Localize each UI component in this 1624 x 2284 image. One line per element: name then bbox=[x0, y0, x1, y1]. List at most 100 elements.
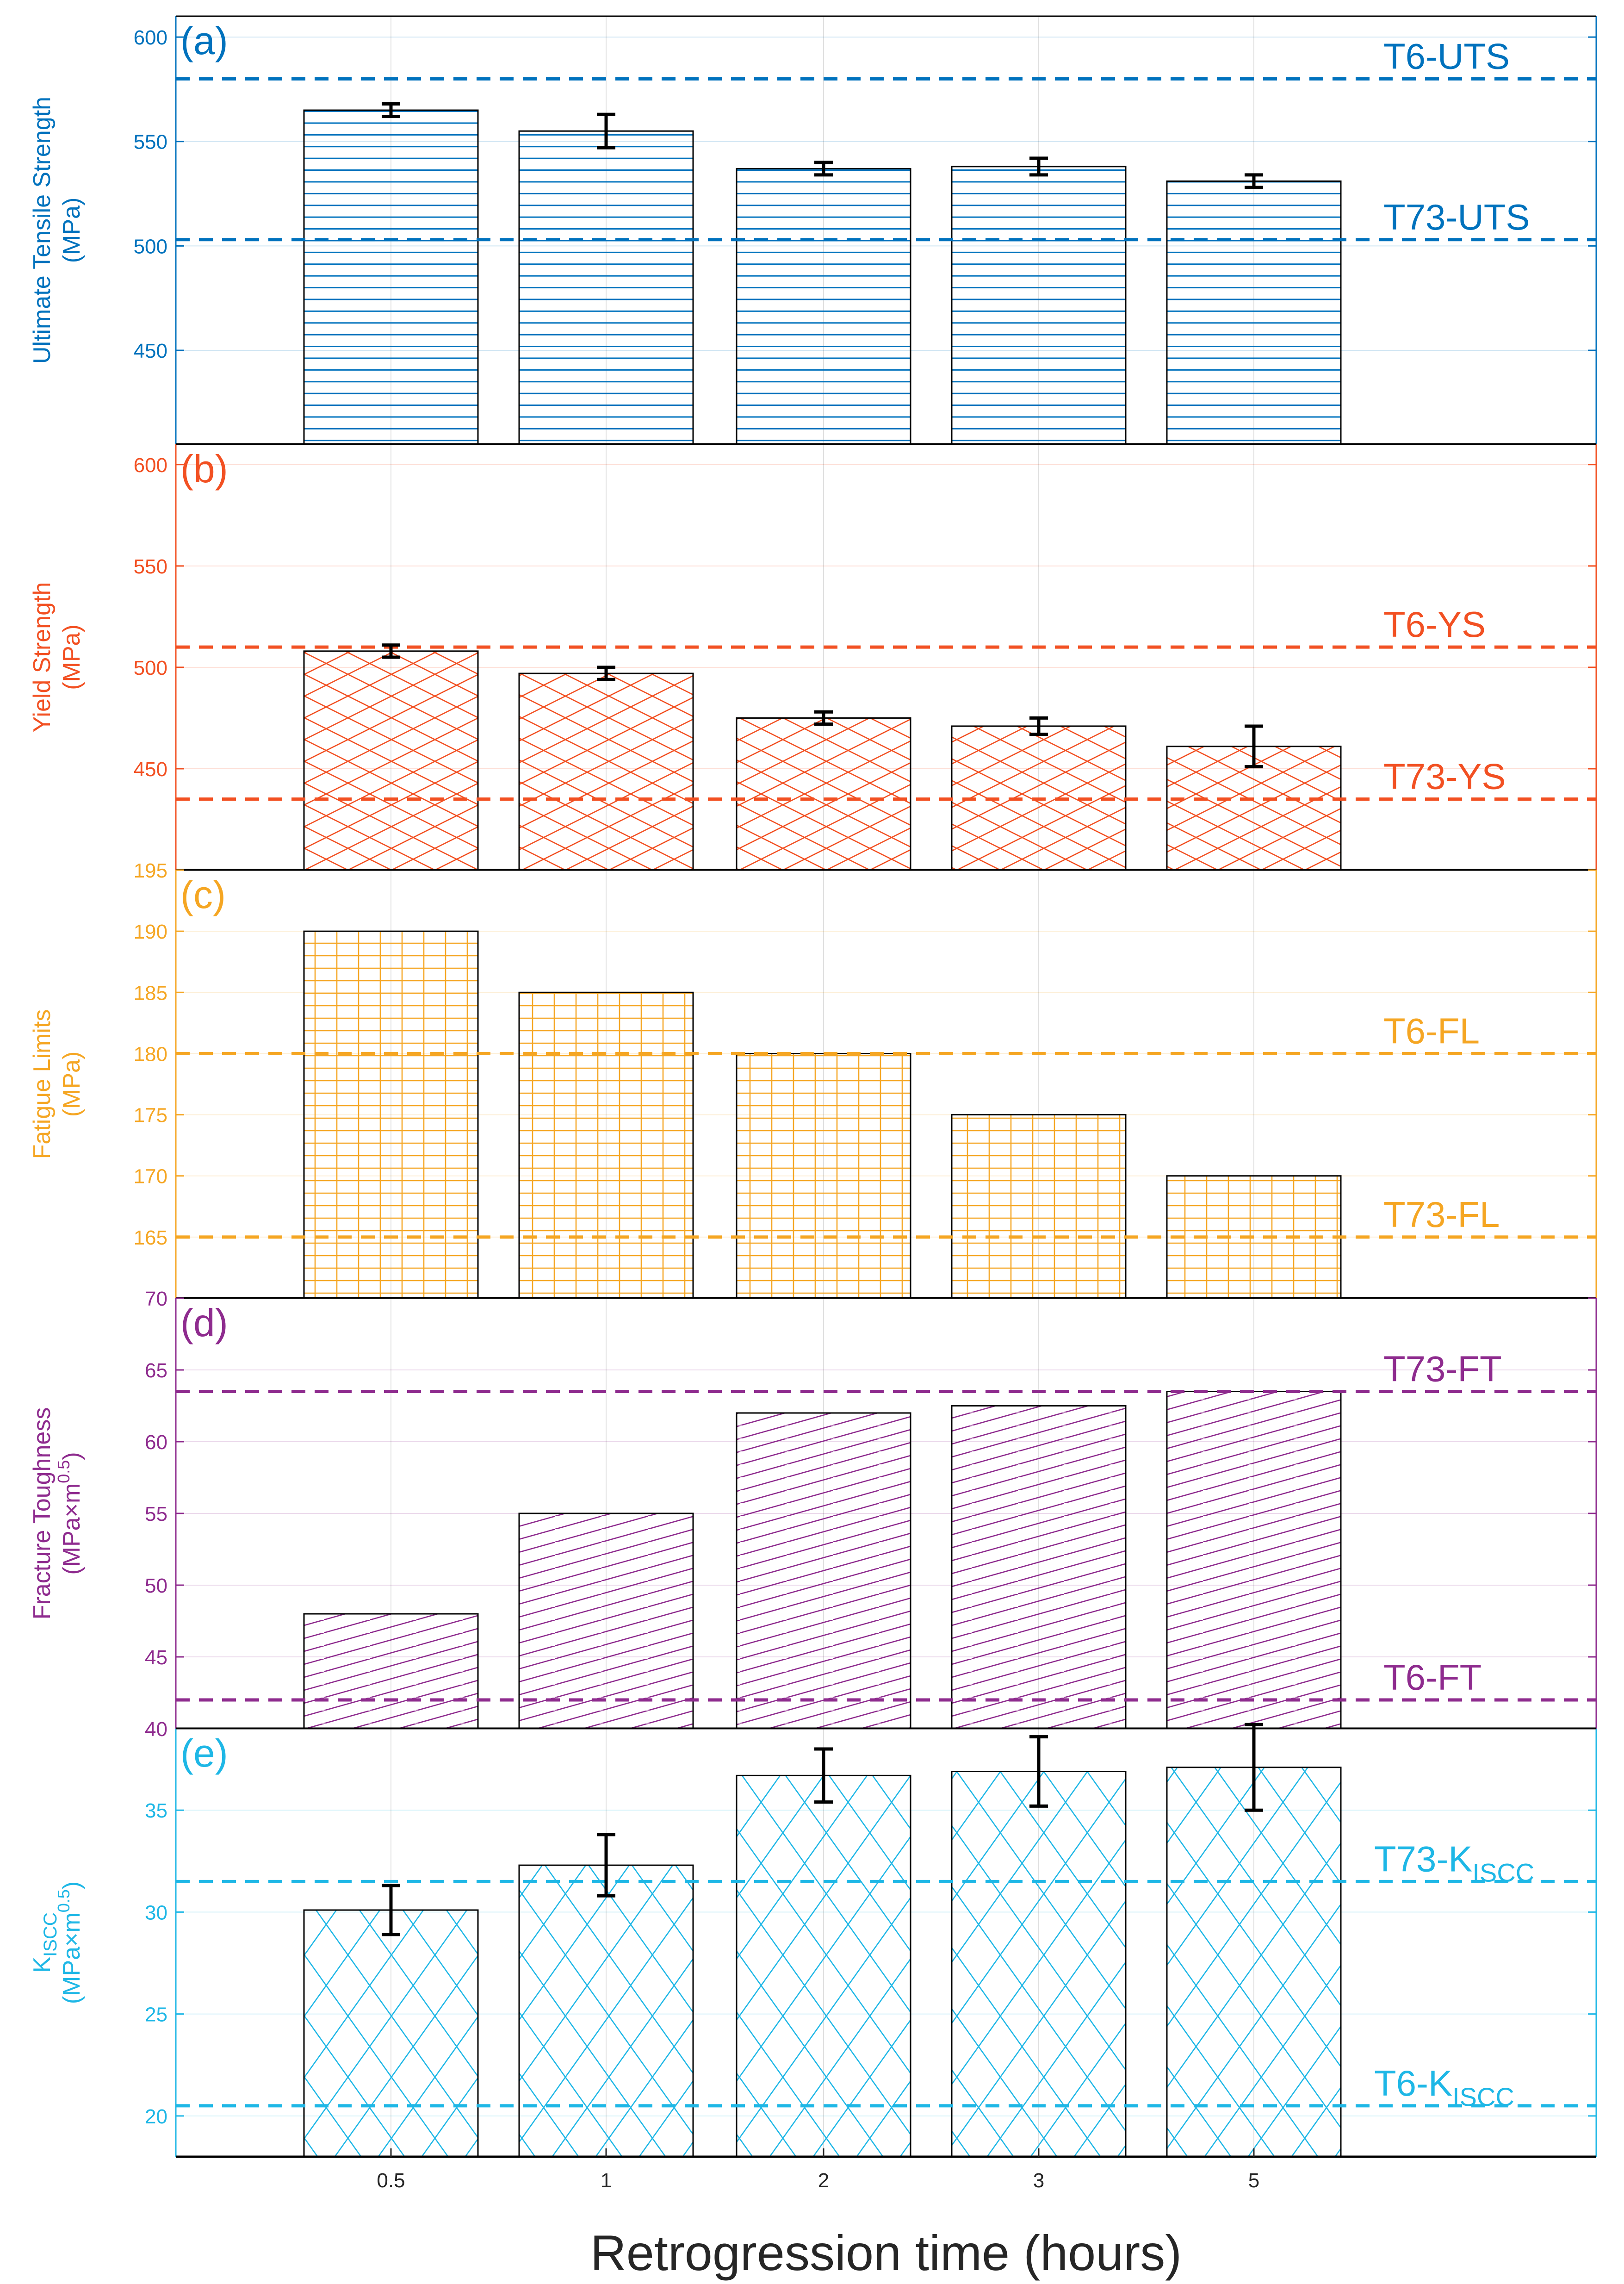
bar-0.5 bbox=[303, 650, 479, 871]
x-tick-label: 3 bbox=[1033, 2169, 1044, 2192]
bar-5 bbox=[1166, 1391, 1342, 1730]
error-bar-1 bbox=[597, 666, 615, 681]
bar-5 bbox=[1166, 1767, 1342, 2158]
error-bar-5 bbox=[1245, 724, 1263, 769]
y-tick-label: 165 bbox=[134, 1226, 167, 1249]
y-tick-label: 70 bbox=[145, 1288, 167, 1310]
panel-label: (c) bbox=[180, 873, 226, 916]
y-tick-label: 195 bbox=[134, 859, 167, 882]
y-axis-label-line1: Yield Strength bbox=[29, 582, 56, 733]
error-bar-2 bbox=[814, 710, 833, 726]
ref-label-T6-UTS: T6-UTS bbox=[1383, 36, 1510, 76]
y-tick-label: 50 bbox=[145, 1575, 167, 1597]
bar-1 bbox=[518, 1512, 694, 1730]
error-bar-3 bbox=[1029, 156, 1048, 177]
bar-3 bbox=[951, 1771, 1127, 2158]
y-axis-label-line2: (MPa×m0.5) bbox=[54, 1881, 85, 2004]
x-tick-label: 0.5 bbox=[377, 2169, 405, 2192]
error-bar-3 bbox=[1029, 1735, 1048, 1808]
y-tick-label: 35 bbox=[145, 1799, 167, 1822]
error-bar-2 bbox=[814, 1747, 833, 1804]
y-axis-label-line2: (MPa) bbox=[58, 624, 85, 690]
bar-0.5 bbox=[303, 1613, 479, 1730]
y-tick-label: 175 bbox=[134, 1104, 167, 1127]
y-tick-label: 450 bbox=[134, 758, 167, 781]
ref-label-T73-FL: T73-FL bbox=[1383, 1194, 1500, 1235]
chart-panels: 450 500 550 600 (a) T6-UTS T73-UTS Ultimate Ten… bbox=[29, 15, 1597, 2158]
ref-label-T73-FT: T73-FT bbox=[1383, 1349, 1502, 1389]
error-bar-1 bbox=[597, 1833, 615, 1898]
y-tick-label: 55 bbox=[145, 1503, 167, 1525]
error-bar-0.5 bbox=[382, 643, 400, 659]
panel-e: 20253035(e)T73-KISCCT6-KISCCKISCC(MPa×m0… bbox=[29, 1723, 1597, 2158]
error-bar-2 bbox=[814, 161, 833, 177]
error-bar-1 bbox=[597, 112, 615, 149]
x-tick-label: 5 bbox=[1248, 2169, 1259, 2192]
panel-b: 450 500 550 600 (b) T6-YS T73-YS Yield Strength… bbox=[29, 443, 1597, 871]
y-axis-label-line2: (MPa) bbox=[58, 198, 85, 263]
ref-label-T73-UTS: T73-UTS bbox=[1383, 197, 1530, 237]
bar-1 bbox=[518, 1864, 694, 2158]
y-axis-label-line1: Fatigue Limits bbox=[29, 1009, 56, 1159]
bar-5 bbox=[1166, 746, 1342, 871]
y-tick-label: 20 bbox=[145, 2105, 167, 2128]
y-axis-label-line2: (MPa×m0.5) bbox=[54, 1452, 85, 1575]
y-tick-label: 550 bbox=[134, 555, 167, 578]
y-tick-label: 65 bbox=[145, 1359, 167, 1382]
ref-label-T6-YS: T6-YS bbox=[1383, 604, 1486, 645]
error-bar-5 bbox=[1245, 1723, 1263, 1812]
y-axis-label-line1: KISCC bbox=[29, 1912, 61, 1973]
bar-2 bbox=[736, 717, 911, 871]
bar-1 bbox=[518, 130, 694, 445]
y-tick-label: 185 bbox=[134, 982, 167, 1004]
panel-label: (d) bbox=[180, 1301, 228, 1344]
error-bar-5 bbox=[1245, 173, 1263, 189]
panel-label: (a) bbox=[180, 19, 228, 62]
y-axis-label-line1: Fracture Toughness bbox=[29, 1407, 56, 1620]
y-tick-label: 30 bbox=[145, 1901, 167, 1924]
panel-label: (b) bbox=[180, 447, 228, 491]
y-tick-label: 40 bbox=[145, 1718, 167, 1741]
error-bar-0.5 bbox=[382, 102, 400, 118]
bar-2 bbox=[736, 168, 911, 445]
bar-0.5 bbox=[303, 930, 479, 1299]
panel-d: 40 45 50 55 60 65 70 (d) T73-FT T6-FT Fracture Tou… bbox=[29, 1288, 1597, 1741]
panel-a: 450 500 550 600 (a) T6-UTS T73-UTS Ultimate Ten… bbox=[29, 15, 1597, 446]
bar-0.5 bbox=[303, 1909, 479, 2158]
ref-label-T6-FL: T6-FL bbox=[1383, 1010, 1480, 1051]
y-axis-label-line1: Ultimate Tensile Strength bbox=[29, 97, 56, 364]
ref-label-T6-KISCC: T6-KISCC bbox=[1374, 2063, 1514, 2111]
x-axis-label: Retrogression time (hours) bbox=[590, 2225, 1182, 2281]
y-tick-label: 550 bbox=[134, 131, 167, 154]
x-tick-label: 1 bbox=[601, 2169, 612, 2192]
ref-label-T73-YS: T73-YS bbox=[1383, 756, 1506, 797]
panel-c: 165 170 175 180 185 190 195 (c) T6-FL T73-FL Fatig… bbox=[29, 859, 1597, 1300]
bar-3 bbox=[951, 1405, 1127, 1730]
bar-1 bbox=[518, 991, 694, 1299]
y-tick-label: 25 bbox=[145, 2004, 167, 2026]
panel-label: (e) bbox=[180, 1731, 228, 1775]
bar-1 bbox=[518, 672, 694, 871]
x-axis: 0.5 1 2 3 5 bbox=[377, 2148, 1259, 2192]
bar-2 bbox=[736, 1412, 911, 1730]
bar-3 bbox=[951, 1114, 1127, 1299]
bar-5 bbox=[1166, 180, 1342, 445]
y-tick-label: 500 bbox=[134, 235, 167, 258]
x-tick-label: 2 bbox=[818, 2169, 829, 2192]
y-tick-label: 600 bbox=[134, 26, 167, 49]
y-tick-label: 180 bbox=[134, 1043, 167, 1065]
ref-label-T6-FT: T6-FT bbox=[1383, 1657, 1481, 1698]
bar-3 bbox=[951, 166, 1127, 445]
y-tick-label: 170 bbox=[134, 1165, 167, 1188]
bar-0.5 bbox=[303, 109, 479, 445]
y-tick-label: 600 bbox=[134, 454, 167, 477]
bar-2 bbox=[736, 1774, 911, 2158]
y-tick-label: 60 bbox=[145, 1431, 167, 1454]
y-tick-label: 450 bbox=[134, 340, 167, 362]
error-bar-3 bbox=[1029, 716, 1048, 736]
y-tick-label: 45 bbox=[145, 1646, 167, 1669]
y-axis-label-line2: (MPa) bbox=[58, 1052, 85, 1117]
y-tick-label: 500 bbox=[134, 657, 167, 679]
y-tick-label: 190 bbox=[134, 921, 167, 943]
